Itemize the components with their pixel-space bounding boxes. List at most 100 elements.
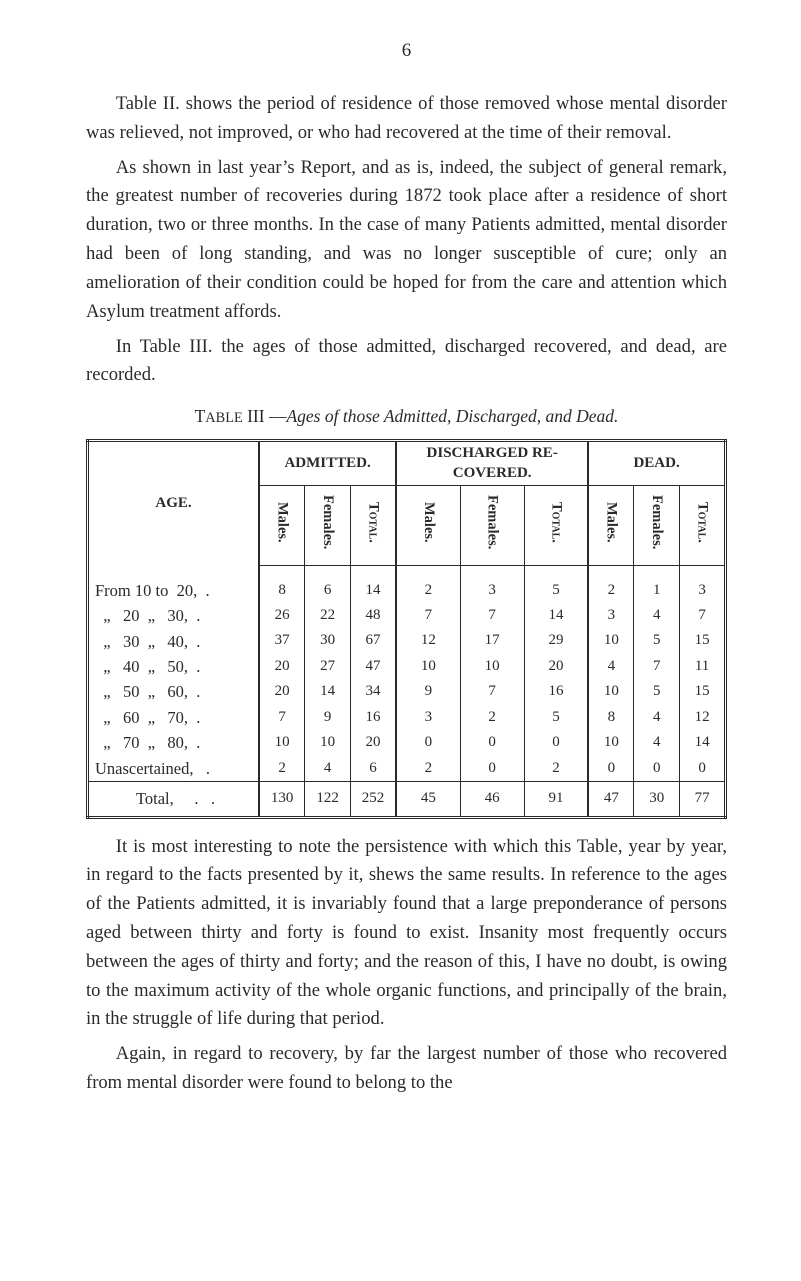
cell: 20 [259,679,305,704]
cell: 26 [259,603,305,628]
cell: 7 [396,603,460,628]
table-caption-sep: — [269,406,287,426]
cell: 8 [259,578,305,603]
cell: 2 [396,756,460,782]
cell: 10 [588,629,634,654]
paragraph-3: In Table III. the ages of those admitted… [86,333,727,391]
cell: 0 [588,756,634,782]
cell: 5 [634,629,680,654]
table-row: „ 70 „ 80, .10102000010414 [88,730,726,755]
cell: 9 [396,679,460,704]
cell: 29 [524,629,588,654]
table-head: AGE. ADMITTED. DISCHARGED RE­COVERED. DE… [88,441,726,566]
sub-admitted-males: Males. [259,486,305,566]
cell: 4 [634,603,680,628]
cell: 3 [396,705,460,730]
cell: 2 [524,756,588,782]
cell: 7 [259,705,305,730]
cell: 2 [588,578,634,603]
cell-age: „ 30 „ 40, . [88,629,259,654]
cell: 0 [634,756,680,782]
cell: 0 [396,730,460,755]
cell: 6 [305,578,351,603]
cell: 16 [350,705,396,730]
cell: 10 [588,730,634,755]
paragraph-2: As shown in last year’s Report, and as i… [86,154,727,327]
cell: 12 [680,705,726,730]
sub-dead-males: Males. [588,486,634,566]
cell: 5 [634,679,680,704]
cell: 1 [634,578,680,603]
group-admitted: ADMITTED. [259,441,396,486]
cell: 20 [524,654,588,679]
table-body: From 10 to 20, .8614235213 „ 20 „ 30, .2… [88,565,726,817]
cell: 67 [350,629,396,654]
cell: 4 [305,756,351,782]
cell: 10 [305,730,351,755]
paragraph-5: Again, in regard to recovery, by far the… [86,1040,727,1098]
cell: 0 [460,756,524,782]
cell: 15 [680,629,726,654]
cell: 47 [588,782,634,817]
cell: 9 [305,705,351,730]
cell: 0 [460,730,524,755]
sub-disch-total: Total. [524,486,588,566]
cell-age: „ 40 „ 50, . [88,654,259,679]
cell: 10 [460,654,524,679]
vhead-label: Females. [483,488,502,556]
page-number: 6 [86,40,727,62]
cell: 30 [305,629,351,654]
cell: 122 [305,782,351,817]
cell-age: From 10 to 20, . [88,578,259,603]
cell: 37 [259,629,305,654]
page: 6 Table II. shows the period of residenc… [0,0,801,1281]
cell: 5 [524,705,588,730]
cell: 12 [396,629,460,654]
table-row: „ 30 „ 40, .37306712172910515 [88,629,726,654]
group-header-row: AGE. ADMITTED. DISCHARGED RE­COVERED. DE… [88,441,726,486]
cell: 3 [588,603,634,628]
vhead-label: Females. [647,488,666,556]
cell-age: Unascertained, . [88,756,259,782]
cell-age: Total, . . [88,782,259,817]
cell: 0 [524,730,588,755]
table-totals-row: Total, . .130122252454691473077 [88,782,726,817]
cell: 47 [350,654,396,679]
group-discharged: DISCHARGED RE­COVERED. [396,441,588,486]
cell: 15 [680,679,726,704]
cell: 14 [524,603,588,628]
cell: 10 [588,679,634,704]
cell: 10 [259,730,305,755]
cell-age: „ 70 „ 80, . [88,730,259,755]
table-row: Unascertained, .246202000 [88,756,726,782]
sub-admitted-females: Females. [305,486,351,566]
vhead-label: Males. [419,488,438,556]
cell: 3 [460,578,524,603]
table-row: From 10 to 20, .8614235213 [88,578,726,603]
cell: 22 [305,603,351,628]
cell: 11 [680,654,726,679]
cell: 7 [460,679,524,704]
table-row: „ 20 „ 30, .2622487714347 [88,603,726,628]
cell: 3 [680,578,726,603]
ages-table: AGE. ADMITTED. DISCHARGED RE­COVERED. DE… [86,439,727,818]
cell: 130 [259,782,305,817]
cell: 77 [680,782,726,817]
group-dead: DEAD. [588,441,725,486]
cell: 252 [350,782,396,817]
cell: 2 [460,705,524,730]
cell: 7 [680,603,726,628]
vhead-label: Females. [318,488,337,556]
sub-disch-males: Males. [396,486,460,566]
cell: 10 [396,654,460,679]
cell: 5 [524,578,588,603]
cell: 91 [524,782,588,817]
cell: 14 [680,730,726,755]
cell: 7 [460,603,524,628]
cell: 17 [460,629,524,654]
paragraph-4: It is most interesting to note the persi… [86,833,727,1035]
cell: 8 [588,705,634,730]
cell: 2 [259,756,305,782]
col-age-header: AGE. [88,441,259,566]
cell: 2 [396,578,460,603]
